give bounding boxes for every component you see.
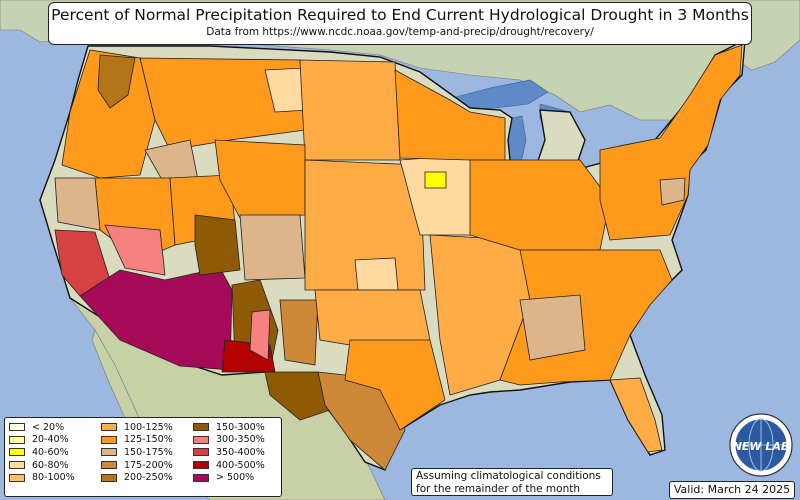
legend-item: 150-300% (193, 421, 265, 434)
legend-column-2: 100-125% 125-150% 150-175% 175-200% 200-… (101, 421, 173, 484)
title-box: Percent of Normal Precipitation Required… (48, 2, 752, 45)
legend: < 20% 20-40% 40-60% 60-80% 80-100% 100-1… (4, 417, 282, 497)
region-texas-east (344, 339, 446, 431)
region-southeast-light (519, 294, 586, 361)
legend-label: 350-400% (216, 446, 265, 458)
legend-swatch (9, 461, 25, 470)
legend-swatch (193, 473, 209, 482)
region-mid-atlantic-light (659, 177, 686, 206)
legend-item: 100-125% (101, 421, 173, 434)
legend-item: 200-250% (101, 471, 173, 484)
legend-item: 80-100% (9, 471, 75, 484)
legend-item: 150-175% (101, 446, 173, 459)
legend-label: 60-80% (32, 459, 69, 471)
drought-regions (54, 44, 743, 471)
legend-column-3: 150-300% 300-350% 350-400% 400-500% > 50… (193, 421, 265, 484)
region-plains (304, 159, 426, 291)
legend-label: 300-350% (216, 434, 265, 446)
legend-item: 350-400% (193, 446, 265, 459)
region-utah-brown (194, 214, 241, 276)
legend-label: 150-300% (216, 421, 265, 433)
globe-icon: NEW LAB (729, 413, 793, 477)
legend-swatch (101, 423, 117, 432)
legend-swatch (193, 461, 209, 470)
legend-item: 125-150% (101, 434, 173, 447)
legend-item: 60-80% (9, 459, 75, 472)
legend-swatch (101, 435, 117, 444)
page-subtitle: Data from https://www.ncdc.noaa.gov/temp… (206, 26, 594, 38)
legend-item: < 20% (9, 421, 75, 434)
legend-label: 175-200% (124, 459, 173, 471)
valid-date: Valid: March 24 2025 (669, 481, 795, 499)
legend-item: 175-200% (101, 459, 173, 472)
legend-label: 80-100% (32, 472, 75, 484)
legend-swatch (9, 435, 25, 444)
note-line-1: Assuming climatological conditions (416, 470, 601, 482)
region-new-mexico-pink (249, 309, 271, 361)
region-colorado-light (239, 214, 306, 281)
legend-label: 125-150% (124, 434, 173, 446)
region-northwest (61, 49, 156, 179)
legend-swatch (101, 461, 117, 470)
legend-item: 400-500% (193, 459, 265, 472)
logo-text: NEW LAB (733, 440, 790, 453)
region-kansas-light (354, 257, 399, 291)
region-northeast (599, 44, 743, 241)
legend-item: 20-40% (9, 434, 75, 447)
region-florida (609, 377, 663, 453)
legend-swatch (101, 448, 117, 457)
region-nevada-pink (104, 224, 166, 276)
legend-item: > 500% (193, 471, 265, 484)
legend-swatch (101, 473, 117, 482)
legend-item: 40-60% (9, 446, 75, 459)
legend-label: 100-125% (124, 421, 173, 433)
region-iowa-yellow (424, 171, 447, 189)
region-texas-brown (264, 371, 331, 421)
legend-swatch (9, 473, 25, 482)
legend-swatch (9, 423, 25, 432)
assumption-note: Assuming climatological conditions for t… (411, 468, 613, 496)
legend-label: 40-60% (32, 446, 69, 458)
legend-swatch (9, 448, 25, 457)
legend-label: 200-250% (124, 472, 173, 484)
region-oregon-southwest (54, 177, 101, 231)
legend-label: 400-500% (216, 459, 265, 471)
region-ohio-valley (469, 159, 611, 251)
legend-swatch (193, 435, 209, 444)
note-line-2: for the remainder of the month (416, 482, 581, 495)
legend-column-1: < 20% 20-40% 40-60% 60-80% 80-100% (9, 421, 75, 484)
region-washington-brown (97, 54, 136, 109)
legend-swatch (193, 423, 209, 432)
region-dakotas (299, 59, 401, 161)
legend-label: > 500% (216, 472, 255, 484)
legend-item: 300-350% (193, 434, 265, 447)
region-upper-midwest (394, 69, 506, 161)
legend-label: 20-40% (32, 434, 69, 446)
legend-swatch (193, 448, 209, 457)
legend-label: 150-175% (124, 446, 173, 458)
legend-label: < 20% (32, 421, 65, 433)
page-title: Percent of Normal Precipitation Required… (51, 6, 749, 24)
